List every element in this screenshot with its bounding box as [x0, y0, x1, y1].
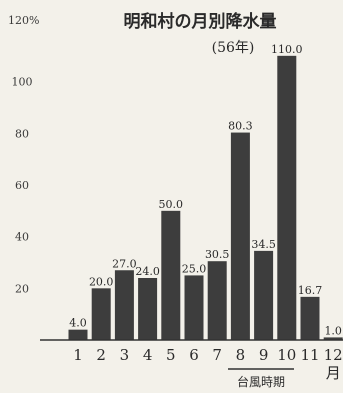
data-label-10: 110.0	[271, 43, 303, 56]
chart-title: 明和村の月別降水量	[124, 11, 277, 32]
y-tick-label: 80	[15, 127, 29, 140]
x-axis-unit-label: 月	[326, 364, 341, 382]
x-tick-label-12: 12	[324, 346, 343, 364]
bar-11	[300, 296, 320, 340]
x-tick-label-2: 2	[96, 346, 106, 364]
x-axis-ticks: 1 2 3 4 5 6 7 8 9 10 11 12月	[73, 346, 343, 382]
y-tick-label: 60	[15, 179, 29, 192]
y-tick-label: 20	[15, 282, 29, 295]
data-label-4: 24.0	[135, 265, 160, 278]
data-label-11: 16.7	[298, 284, 323, 297]
y-axis-unit-label: 120%	[8, 14, 39, 27]
x-tick-label-3: 3	[120, 346, 130, 364]
x-tick-label-10: 10	[277, 346, 296, 364]
bar-10	[277, 55, 297, 340]
data-label-5: 50.0	[159, 198, 184, 211]
bar-7	[207, 261, 227, 340]
bar-3	[114, 270, 134, 340]
data-label-2: 20.0	[89, 275, 114, 288]
x-tick-label-1: 1	[73, 346, 83, 364]
x-tick-label-6: 6	[189, 346, 199, 364]
data-label-9: 34.5	[251, 238, 276, 251]
x-tick-label-8: 8	[236, 346, 246, 364]
data-label-7: 30.5	[205, 248, 230, 261]
y-tick-label: 40	[15, 231, 29, 244]
data-label-8: 80.3	[228, 120, 253, 133]
data-label-1: 4.0	[69, 317, 87, 330]
chart-subtitle: (56年)	[212, 40, 255, 56]
data-label-6: 25.0	[182, 262, 207, 275]
y-tick-label: 100	[12, 76, 33, 89]
y-axis-ticks: 20 40 60 80 100	[12, 76, 33, 296]
x-tick-label-4: 4	[143, 346, 153, 364]
data-label-12: 1.0	[324, 324, 342, 337]
bars	[68, 55, 343, 340]
bar-4	[138, 278, 158, 340]
x-tick-label-9: 9	[259, 346, 269, 364]
bar-1	[68, 329, 88, 340]
bar-9	[254, 250, 274, 340]
typhoon-period-label: 台風時期	[237, 374, 285, 389]
bar-2	[91, 288, 111, 340]
x-tick-label-11: 11	[300, 346, 319, 364]
x-tick-label-5: 5	[166, 346, 176, 364]
x-tick-label-7: 7	[212, 346, 222, 364]
bar-5	[161, 210, 181, 340]
bar-12	[323, 337, 343, 340]
bar-6	[184, 275, 204, 340]
data-label-3: 27.0	[112, 257, 137, 270]
data-labels: 4.0 20.0 27.024.0 50.0 25.030.5 80.3 34.5 110.0…	[69, 43, 342, 338]
bar-8	[230, 132, 250, 340]
